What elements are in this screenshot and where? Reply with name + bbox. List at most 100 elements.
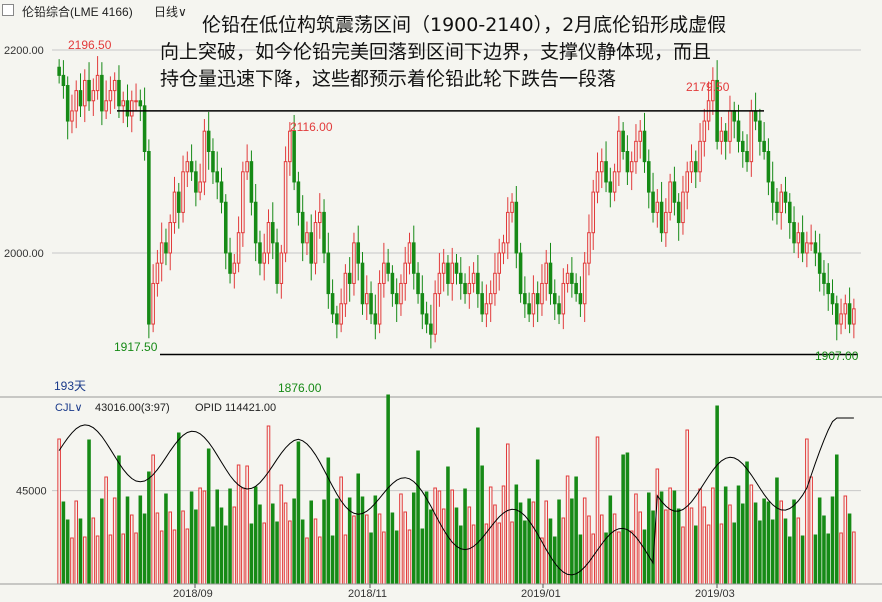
volume-bar xyxy=(117,455,121,585)
candle-body xyxy=(792,222,796,244)
x-tick-label: 2018/09 xyxy=(173,588,213,600)
candle-body xyxy=(493,272,497,295)
volume-bar xyxy=(129,514,134,585)
candle-body xyxy=(587,232,591,264)
volume-bar xyxy=(450,489,455,585)
volume-bar xyxy=(480,465,484,585)
candle-body xyxy=(702,120,707,142)
volume-bar xyxy=(544,500,549,585)
candle-body xyxy=(57,66,61,76)
volume-bar xyxy=(228,488,232,585)
volume-bar xyxy=(527,498,531,585)
price-label: 1907.00 xyxy=(815,349,859,363)
volume-bar xyxy=(565,475,570,585)
candle-body xyxy=(800,232,805,254)
candle-body xyxy=(719,130,724,142)
volume-bar xyxy=(664,509,668,585)
volume-bar xyxy=(219,507,224,585)
volume-bar xyxy=(232,506,237,585)
period-selector[interactable]: 日线∨ xyxy=(154,3,187,20)
volume-bar xyxy=(775,477,779,585)
candle-body xyxy=(373,313,378,325)
volume-bar xyxy=(625,452,630,585)
candle-body xyxy=(523,293,527,305)
candle-body xyxy=(570,272,574,284)
volume-bar xyxy=(394,530,399,585)
volume-bar xyxy=(604,532,608,585)
candle-body xyxy=(296,181,301,213)
candle-body xyxy=(70,110,74,122)
volume-bar xyxy=(706,524,711,585)
volume-bar xyxy=(70,537,74,585)
volume-bar xyxy=(78,518,83,585)
volume-bar xyxy=(181,510,185,585)
candle-body xyxy=(258,242,262,264)
candle-body xyxy=(796,232,801,244)
candle-body xyxy=(548,262,553,295)
candle-body xyxy=(634,140,638,163)
price-label: 2196.50 xyxy=(68,38,112,52)
candle-body xyxy=(732,110,737,122)
candle-body xyxy=(343,272,348,305)
candle-body xyxy=(104,100,108,112)
candle-body xyxy=(749,110,754,163)
volume-bar xyxy=(382,531,386,585)
volume-bar xyxy=(206,448,211,585)
volume-bar xyxy=(488,486,493,585)
candle-body xyxy=(843,303,848,315)
candle-body xyxy=(629,161,634,173)
volume-bar xyxy=(424,491,429,585)
volume-bar xyxy=(317,536,322,585)
candle-body xyxy=(565,272,570,284)
cjl-selector[interactable]: CJL∨ xyxy=(55,402,83,414)
candle-body xyxy=(95,74,100,92)
chevron-down-icon: ∨ xyxy=(178,5,187,19)
candle-body xyxy=(497,252,502,274)
candle-body xyxy=(292,130,296,183)
candle-body xyxy=(198,181,202,193)
candle-body xyxy=(813,242,818,254)
volume-bar xyxy=(373,495,378,585)
candle-body xyxy=(783,191,788,203)
candle-body xyxy=(728,110,732,142)
volume-bar xyxy=(826,533,831,585)
volume-bar xyxy=(839,532,843,585)
volume-bar xyxy=(61,501,66,585)
candle-body xyxy=(202,130,207,183)
volume-bar xyxy=(364,514,369,585)
candle-body xyxy=(416,272,420,295)
volume-bar xyxy=(420,528,425,585)
volume-bar xyxy=(189,491,194,585)
candle-body xyxy=(787,201,792,224)
candle-body xyxy=(215,171,220,183)
volume-bar xyxy=(241,487,245,585)
x-tick-label: 2018/11 xyxy=(348,588,387,600)
candle-body xyxy=(809,242,813,245)
toggle-checkbox[interactable] xyxy=(2,4,14,16)
volume-bar xyxy=(595,436,600,585)
volume-bar xyxy=(723,486,728,585)
volume-bar xyxy=(343,534,348,585)
volume-bar xyxy=(352,515,356,585)
volume-bar xyxy=(582,497,587,585)
volume-bar xyxy=(125,496,130,585)
candle-body xyxy=(309,232,314,264)
candle-body xyxy=(544,262,549,284)
candle-body xyxy=(540,282,544,305)
volume-bar xyxy=(467,506,472,585)
candle-body xyxy=(181,171,185,213)
volume-bar xyxy=(164,493,168,585)
volume-bar xyxy=(540,537,544,585)
volume-bar xyxy=(159,530,164,585)
candle-body xyxy=(74,90,79,112)
volume-bar xyxy=(792,499,796,585)
volume-bar xyxy=(681,526,685,585)
candle-body xyxy=(745,151,749,163)
candle-body xyxy=(454,262,459,274)
candle-body xyxy=(638,130,643,142)
volume-bar xyxy=(283,502,288,585)
candle-body xyxy=(766,151,771,183)
candle-body xyxy=(288,130,292,163)
candle-body xyxy=(770,181,775,203)
candle-body xyxy=(805,242,809,254)
